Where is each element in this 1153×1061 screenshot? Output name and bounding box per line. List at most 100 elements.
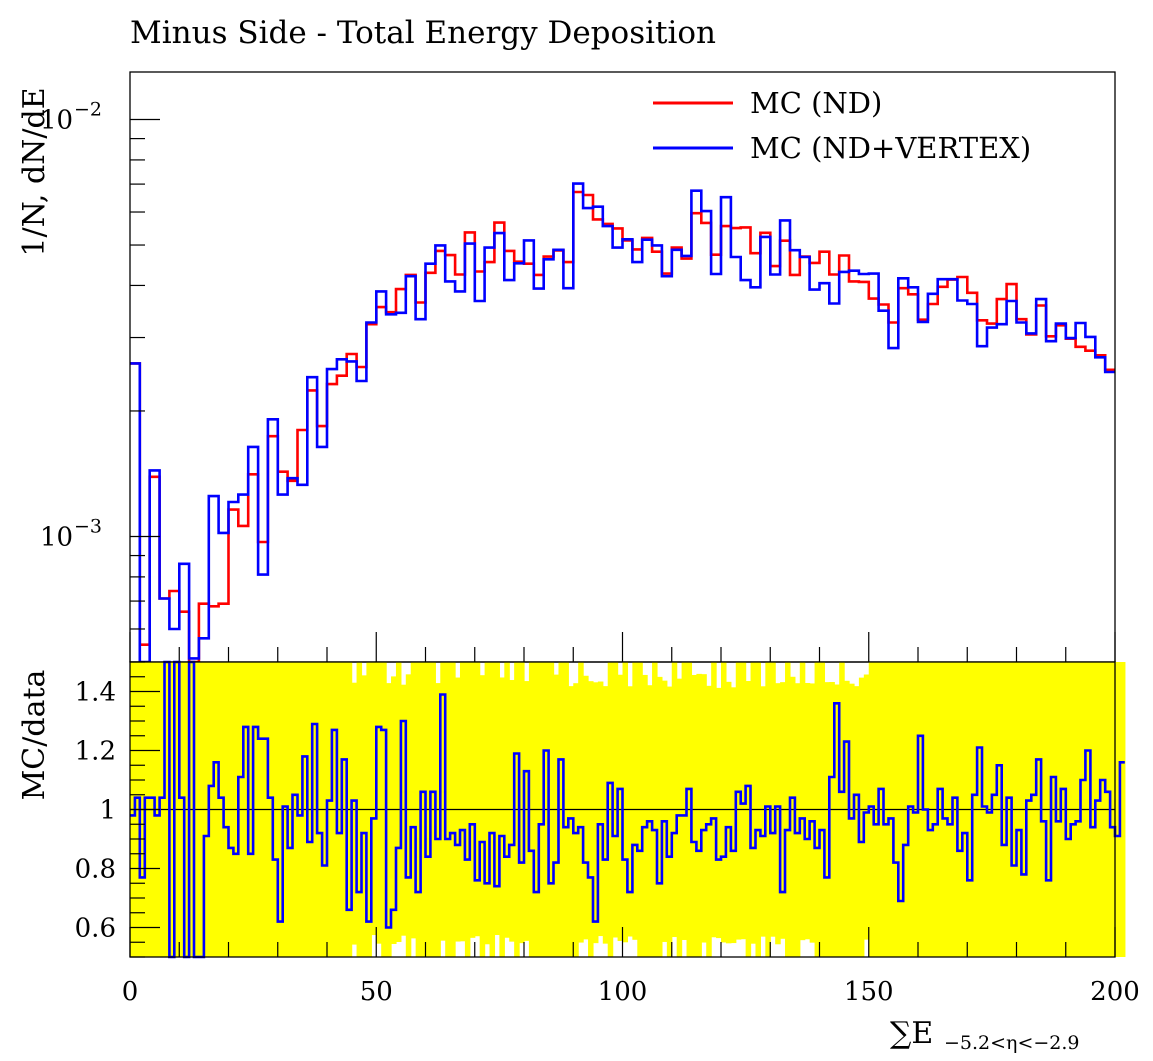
ratio-uncertainty-band-bin [459, 662, 466, 942]
ratio-uncertainty-band-bin [617, 674, 624, 941]
ratio-uncertainty-band-bin [725, 681, 732, 944]
main-axis: 10−210−3 [40, 99, 1116, 663]
ratio-uncertainty-band-bin [622, 662, 629, 943]
ratio-y-tick-label: 0.6 [75, 914, 116, 944]
ratio-uncertainty-band-bin [351, 682, 358, 945]
main-series-group [130, 182, 1115, 664]
ratio-uncertainty-band-bin [794, 683, 801, 957]
ratio-uncertainty-band-bin [780, 682, 786, 939]
ratio-uncertainty-band-bin [853, 686, 860, 957]
ratio-uncertainty-band-bin [809, 683, 816, 943]
main-y-tick-label: 10 [40, 522, 73, 552]
ratio-uncertainty-band-bin [573, 683, 579, 957]
ratio-uncertainty-band-bin [770, 662, 776, 937]
ratio-uncertainty-band-bin [386, 683, 392, 957]
ratio-uncertainty-band-bin [494, 662, 500, 936]
ratio-uncertainty-band-bin [435, 683, 441, 957]
ratio-uncertainty-band-bin [745, 681, 752, 957]
ratio-uncertainty-band-bin [642, 674, 648, 957]
chart-title: Minus Side - Total Energy Deposition [130, 15, 716, 51]
ratio-uncertainty-band-bin [440, 662, 446, 941]
ratio-uncertainty-band-bin [858, 677, 865, 957]
ratio-uncertainty-band-bin [597, 681, 604, 937]
ratio-uncertainty-band-bin [721, 662, 727, 943]
ratio-uncertainty-band-bin [391, 676, 397, 944]
ratio-y-tick-label: 1.2 [75, 737, 116, 767]
ratio-uncertainty-band-bin [844, 680, 850, 957]
ratio-uncertainty-band-bin [1115, 662, 1121, 957]
legend-label-mc-nd-vertex: MC (ND+VERTEX) [750, 131, 1031, 165]
ratio-uncertainty-band-bin [504, 662, 510, 938]
ratio-uncertainty-band-bin [789, 676, 796, 957]
ratio-uncertainty-band-bin [711, 662, 717, 938]
main-y-tick-label: 10 [40, 106, 73, 136]
legend-label-mc-nd: MC (ND) [750, 86, 882, 120]
ratio-uncertainty-band-bin [474, 662, 481, 937]
ratio-y-tick-label: 1.4 [75, 678, 116, 708]
ratio-uncertainty-band-bin [578, 662, 584, 943]
ratio-uncertainty-band-bin [740, 662, 747, 940]
ratio-uncertainty-band-bin [592, 682, 599, 944]
ratio-uncertainty-band-bin [553, 674, 560, 957]
ratio-uncertainty-band-bin [627, 686, 633, 937]
ratio-uncertainty-band-bin [524, 681, 530, 941]
ratio-uncertainty-band-bin [750, 662, 757, 944]
ratio-uncertainty-band-bin [834, 684, 840, 957]
ratio-uncertainty-band-bin [706, 685, 712, 957]
ratio-series-group [130, 660, 1125, 959]
ratio-uncertainty-band-bin [568, 686, 574, 957]
ratio-uncertainty-band-bin [400, 684, 407, 936]
ratio-uncertainty-band-bin [775, 683, 781, 945]
ratio-uncertainty-band-bin [716, 687, 722, 939]
main-series-mc-nd-histogram [130, 190, 1115, 664]
x-axis-label-subscript: −5.2<η<−2.9 [944, 1032, 1080, 1054]
ratio-uncertainty-band-bin [405, 674, 412, 957]
ratio-uncertainty-band-bin [799, 662, 806, 941]
ratio-y-tick-label: 1 [99, 796, 116, 826]
ratio-uncertainty-band-bin [499, 677, 505, 957]
ratio-uncertainty-band-bin [804, 683, 811, 940]
x-tick-label: 150 [844, 977, 894, 1007]
ratio-uncertainty-band-bin [661, 680, 668, 942]
ratio-uncertainty-band-bin [701, 674, 707, 943]
main-y-axis-label: 1/N, dN/dE [17, 87, 52, 256]
ratio-uncertainty-band-bin [410, 662, 417, 939]
ratio-uncertainty-band-bin [656, 676, 663, 957]
ratio-axis: 0.6 0.8 1 1.2 1.4 0 50 100 150 200 [75, 661, 1140, 1007]
ratio-uncertainty-band-bin [681, 662, 688, 940]
ratio-uncertainty-band-bin [371, 662, 377, 936]
ratio-uncertainty-band-bin [376, 662, 382, 944]
ratio-uncertainty-band-bin [829, 682, 835, 957]
ratio-uncertainty-band-bin [588, 681, 594, 957]
ratio-uncertainty-band-bin [863, 674, 870, 940]
x-tick-label: 50 [360, 977, 393, 1007]
ratio-uncertainty-band-bin [824, 682, 830, 957]
ratio-uncertainty-band-bin [760, 686, 766, 937]
ratio-uncertainty-band-bin [479, 675, 486, 957]
ratio-uncertainty-band-bin [612, 662, 619, 938]
ratio-uncertainty-band-bin [676, 678, 683, 957]
ratio-uncertainty-band-bin [735, 662, 742, 940]
ratio-uncertainty-band-bin [509, 680, 515, 942]
legend: MC (ND) MC (ND+VERTEX) [653, 86, 1031, 165]
ratio-uncertainty-band-bin [671, 662, 678, 938]
main-y-tick-label-exponent: −2 [74, 99, 102, 121]
x-tick-label: 200 [1090, 977, 1140, 1007]
ratio-uncertainty-band-bin [484, 662, 491, 945]
ratio-uncertainty-band-bin [632, 662, 638, 940]
main-series-mc-nd-vertex-histogram [130, 182, 1115, 664]
ratio-uncertainty-band-bin [583, 675, 589, 940]
x-tick-label: 100 [598, 977, 648, 1007]
ratio-uncertainty-band-bin [395, 662, 402, 942]
ratio-uncertainty-band-bin [519, 662, 525, 944]
ratio-uncertainty-band-bin [469, 662, 476, 938]
ratio-y-axis-label: MC/data [17, 669, 52, 800]
x-tick-label: 0 [122, 977, 139, 1007]
ratio-uncertainty-band-bin [1119, 662, 1126, 957]
x-axis-label-main: ∑E [890, 1016, 933, 1051]
ratio-uncertainty-band-bin [849, 683, 855, 957]
ratio-uncertainty-band-bin [666, 686, 673, 957]
ratio-series-mc-nd-vertex-histogram [130, 660, 1125, 959]
x-axis-label: ∑E −5.2<η<−2.9 [890, 1016, 1080, 1054]
